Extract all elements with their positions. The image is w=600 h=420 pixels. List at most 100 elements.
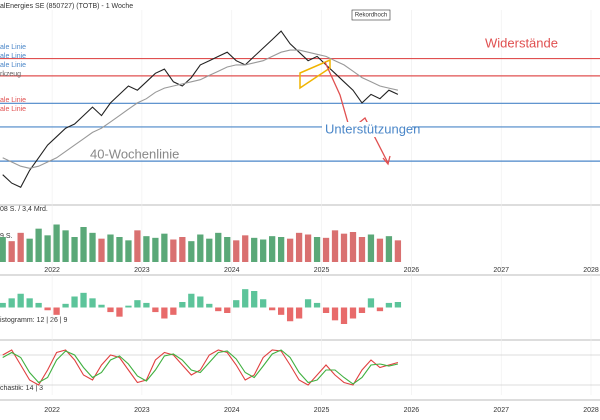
bar bbox=[277, 307, 285, 315]
bar bbox=[8, 241, 15, 262]
bar bbox=[152, 237, 159, 262]
bar bbox=[62, 230, 69, 262]
bar bbox=[0, 302, 6, 308]
bar bbox=[277, 237, 285, 262]
bar bbox=[385, 302, 393, 308]
line-label: ale Linie bbox=[0, 97, 26, 104]
bar bbox=[35, 302, 42, 308]
bar bbox=[322, 237, 330, 262]
bar bbox=[260, 239, 267, 262]
bar bbox=[394, 302, 402, 308]
volume-label: 08 S. / 3,4 Mrd. bbox=[0, 206, 48, 213]
bar bbox=[197, 296, 204, 308]
series-line bbox=[2, 349, 399, 386]
x-tick-label: 2026 bbox=[404, 407, 420, 414]
bar bbox=[251, 291, 258, 308]
bar bbox=[161, 307, 168, 319]
annotation: 40-Wochenlinie bbox=[90, 146, 179, 161]
annotation: Widerstände bbox=[485, 35, 558, 50]
bar bbox=[322, 307, 330, 313]
x-tick-label: 2028 bbox=[583, 407, 599, 414]
x-tick-label: 2024 bbox=[224, 407, 240, 414]
bar bbox=[98, 304, 105, 308]
series-line bbox=[2, 349, 399, 385]
bar bbox=[358, 307, 366, 313]
annotation: Rekordhoch bbox=[355, 13, 387, 19]
bar bbox=[197, 234, 204, 262]
bar bbox=[349, 307, 357, 319]
stoch-label: chastik: 14 | 3 bbox=[0, 385, 43, 392]
bar bbox=[188, 293, 195, 308]
bar bbox=[367, 298, 375, 308]
bar bbox=[17, 232, 24, 262]
line-label: ale Linie bbox=[0, 106, 26, 113]
bar bbox=[17, 293, 24, 308]
bar bbox=[8, 298, 15, 308]
line-label: ale Linie bbox=[0, 44, 26, 51]
bar bbox=[260, 299, 267, 308]
bar bbox=[215, 232, 222, 262]
bar bbox=[107, 234, 114, 262]
bar bbox=[295, 232, 303, 262]
bar bbox=[179, 302, 186, 308]
bar bbox=[0, 237, 6, 262]
bar bbox=[331, 307, 339, 321]
bar bbox=[143, 302, 150, 308]
bar bbox=[98, 238, 105, 262]
bar bbox=[349, 232, 357, 262]
arrow-head bbox=[382, 155, 391, 166]
bar bbox=[62, 303, 69, 308]
bar bbox=[116, 237, 123, 262]
bar bbox=[89, 232, 96, 262]
bar bbox=[53, 307, 60, 315]
annotations: Rekordhoch Widerstände Unterstützungen 4… bbox=[90, 9, 558, 166]
bar bbox=[331, 230, 339, 262]
bar bbox=[206, 303, 213, 308]
bar bbox=[295, 307, 303, 319]
line-label: rkzeug bbox=[0, 71, 21, 78]
bar bbox=[134, 230, 141, 262]
volume-sublabel: 9 S. bbox=[0, 233, 13, 240]
line-label: ale Linie bbox=[0, 53, 26, 60]
bar bbox=[125, 240, 132, 262]
bar bbox=[358, 237, 366, 262]
bar bbox=[89, 298, 96, 308]
bar bbox=[269, 307, 276, 311]
bar bbox=[179, 237, 186, 262]
bar bbox=[35, 228, 42, 262]
bar bbox=[251, 237, 258, 262]
annotation-box bbox=[351, 9, 391, 21]
x-tick-label: 2025 bbox=[314, 407, 330, 414]
bar bbox=[71, 237, 78, 262]
x-tick-label: 2027 bbox=[493, 407, 509, 414]
bar bbox=[143, 236, 150, 262]
bar bbox=[116, 307, 123, 317]
bar bbox=[170, 307, 177, 315]
chart-title: alEnergies SE (850727) (TOTB) - 1 Woche bbox=[0, 3, 133, 10]
bar bbox=[170, 239, 177, 262]
bar bbox=[53, 224, 60, 262]
bar bbox=[44, 235, 51, 262]
series-line bbox=[2, 49, 399, 169]
bar bbox=[340, 307, 348, 324]
x-tick-label: 2023 bbox=[134, 407, 150, 414]
bar bbox=[215, 307, 222, 312]
bar bbox=[242, 235, 249, 262]
bar bbox=[80, 227, 87, 262]
bar bbox=[340, 233, 348, 262]
bar bbox=[304, 299, 312, 308]
bar bbox=[376, 307, 384, 312]
bar bbox=[376, 238, 384, 262]
bar bbox=[233, 300, 240, 308]
bar bbox=[233, 240, 240, 262]
macd-label: istogramm: 12 | 26 | 9 bbox=[0, 317, 68, 324]
bar bbox=[286, 307, 294, 322]
bar bbox=[161, 233, 168, 262]
bar bbox=[134, 300, 141, 308]
bar bbox=[313, 237, 321, 262]
bar bbox=[286, 238, 294, 262]
bar bbox=[367, 234, 375, 262]
series-line bbox=[2, 30, 399, 189]
bar bbox=[44, 307, 51, 311]
